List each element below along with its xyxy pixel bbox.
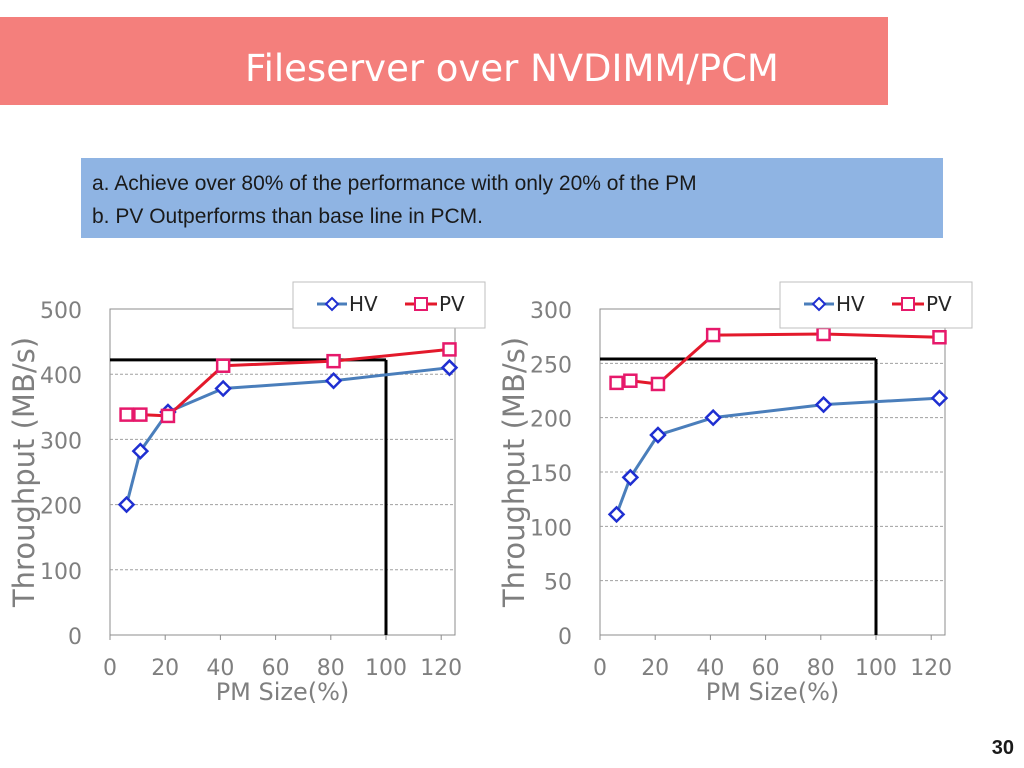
point-pv	[133, 407, 148, 422]
chart-pcm: 0 50 100 150 200 250 300 0 20 40 60 80 100 120 PM Size…	[497, 281, 973, 706]
y-tick-label: 200	[40, 495, 82, 520]
legend-hv-label: HV	[349, 292, 378, 316]
y-tick-label: 0	[68, 625, 82, 650]
x-tick-label: 120	[910, 656, 952, 681]
y-tick-label: 50	[544, 571, 572, 596]
point-pv	[326, 353, 341, 369]
note-box: a. Achieve over 80% of the performance w…	[81, 158, 943, 238]
point-pv	[816, 326, 831, 342]
x-axis-title: PM Size(%)	[706, 678, 840, 706]
point-hv	[214, 379, 232, 398]
legend-hv-label: HV	[836, 292, 865, 316]
x-tick-label: 60	[752, 656, 780, 681]
legend-hv-marker	[324, 296, 340, 312]
point-pv	[650, 376, 666, 392]
chart-nvdimm: 0 100 200 300 400 500 0 20 40 60 80 100 120 PM Size(%…	[7, 281, 486, 706]
point-hv	[607, 505, 626, 524]
legend-pv-label: PV	[926, 292, 952, 316]
y-tick-label: 500	[40, 299, 82, 324]
slide-title: Fileserver over NVDIMM/PCM	[245, 47, 779, 90]
x-tick-label: 0	[103, 656, 117, 681]
x-tick-label: 60	[262, 656, 290, 681]
point-hv	[117, 495, 136, 514]
point-pv	[609, 375, 624, 391]
point-pv	[215, 358, 231, 373]
x-tick-label: 20	[151, 656, 179, 681]
legend: HV PV	[292, 281, 486, 329]
y-tick-label: 300	[530, 299, 572, 324]
x-tick-label: 40	[696, 656, 724, 681]
y-tick-label: 100	[530, 516, 572, 541]
plot-area	[109, 308, 456, 636]
point-pv	[705, 327, 721, 343]
legend-pv-marker	[414, 297, 428, 311]
y-tick-label: 300	[40, 429, 82, 454]
y-tick-label: 200	[530, 408, 572, 433]
y-axis-title: Throughput (MB/s)	[497, 337, 531, 608]
point-hv	[324, 371, 343, 390]
legend-pv-label: PV	[439, 292, 465, 316]
point-hv	[814, 395, 833, 414]
y-tick-label: 150	[530, 462, 572, 487]
y-tick-label: 250	[530, 353, 572, 378]
x-tick-label: 20	[641, 656, 669, 681]
point-pv	[119, 407, 134, 422]
point-hv	[930, 389, 949, 407]
title-bar: Fileserver over NVDIMM/PCM	[0, 17, 888, 105]
point-hv	[649, 426, 667, 444]
point-hv	[131, 442, 150, 460]
legend: HV PV	[779, 281, 973, 329]
x-axis-title: PM Size(%)	[216, 678, 350, 706]
point-pv	[932, 330, 947, 345]
note-line-b: b. PV Outperforms than base line in PCM.	[92, 205, 484, 228]
note-line-a: a. Achieve over 80% of the performance w…	[92, 172, 697, 195]
point-pv	[160, 408, 176, 424]
y-axis-title: Throughput (MB/s)	[7, 337, 41, 608]
x-tick-label: 40	[206, 656, 234, 681]
x-tick-label: 80	[807, 656, 835, 681]
point-hv	[704, 408, 722, 427]
y-tick-label: 100	[40, 560, 82, 585]
legend-hv-marker	[811, 296, 827, 312]
point-hv	[621, 468, 640, 487]
point-pv	[623, 373, 638, 388]
y-tick-label: 400	[40, 364, 82, 389]
x-tick-label: 0	[593, 656, 607, 681]
point-hv	[440, 358, 459, 377]
slide-number: 30	[991, 737, 1014, 759]
x-tick-label: 100	[365, 656, 407, 681]
series-hv-line	[125, 366, 450, 505]
x-tick-label: 120	[420, 656, 462, 681]
point-pv	[442, 342, 457, 357]
x-tick-label: 80	[317, 656, 345, 681]
x-tick-label: 100	[855, 656, 897, 681]
legend-pv-marker	[901, 297, 915, 311]
y-tick-label: 0	[558, 625, 572, 650]
